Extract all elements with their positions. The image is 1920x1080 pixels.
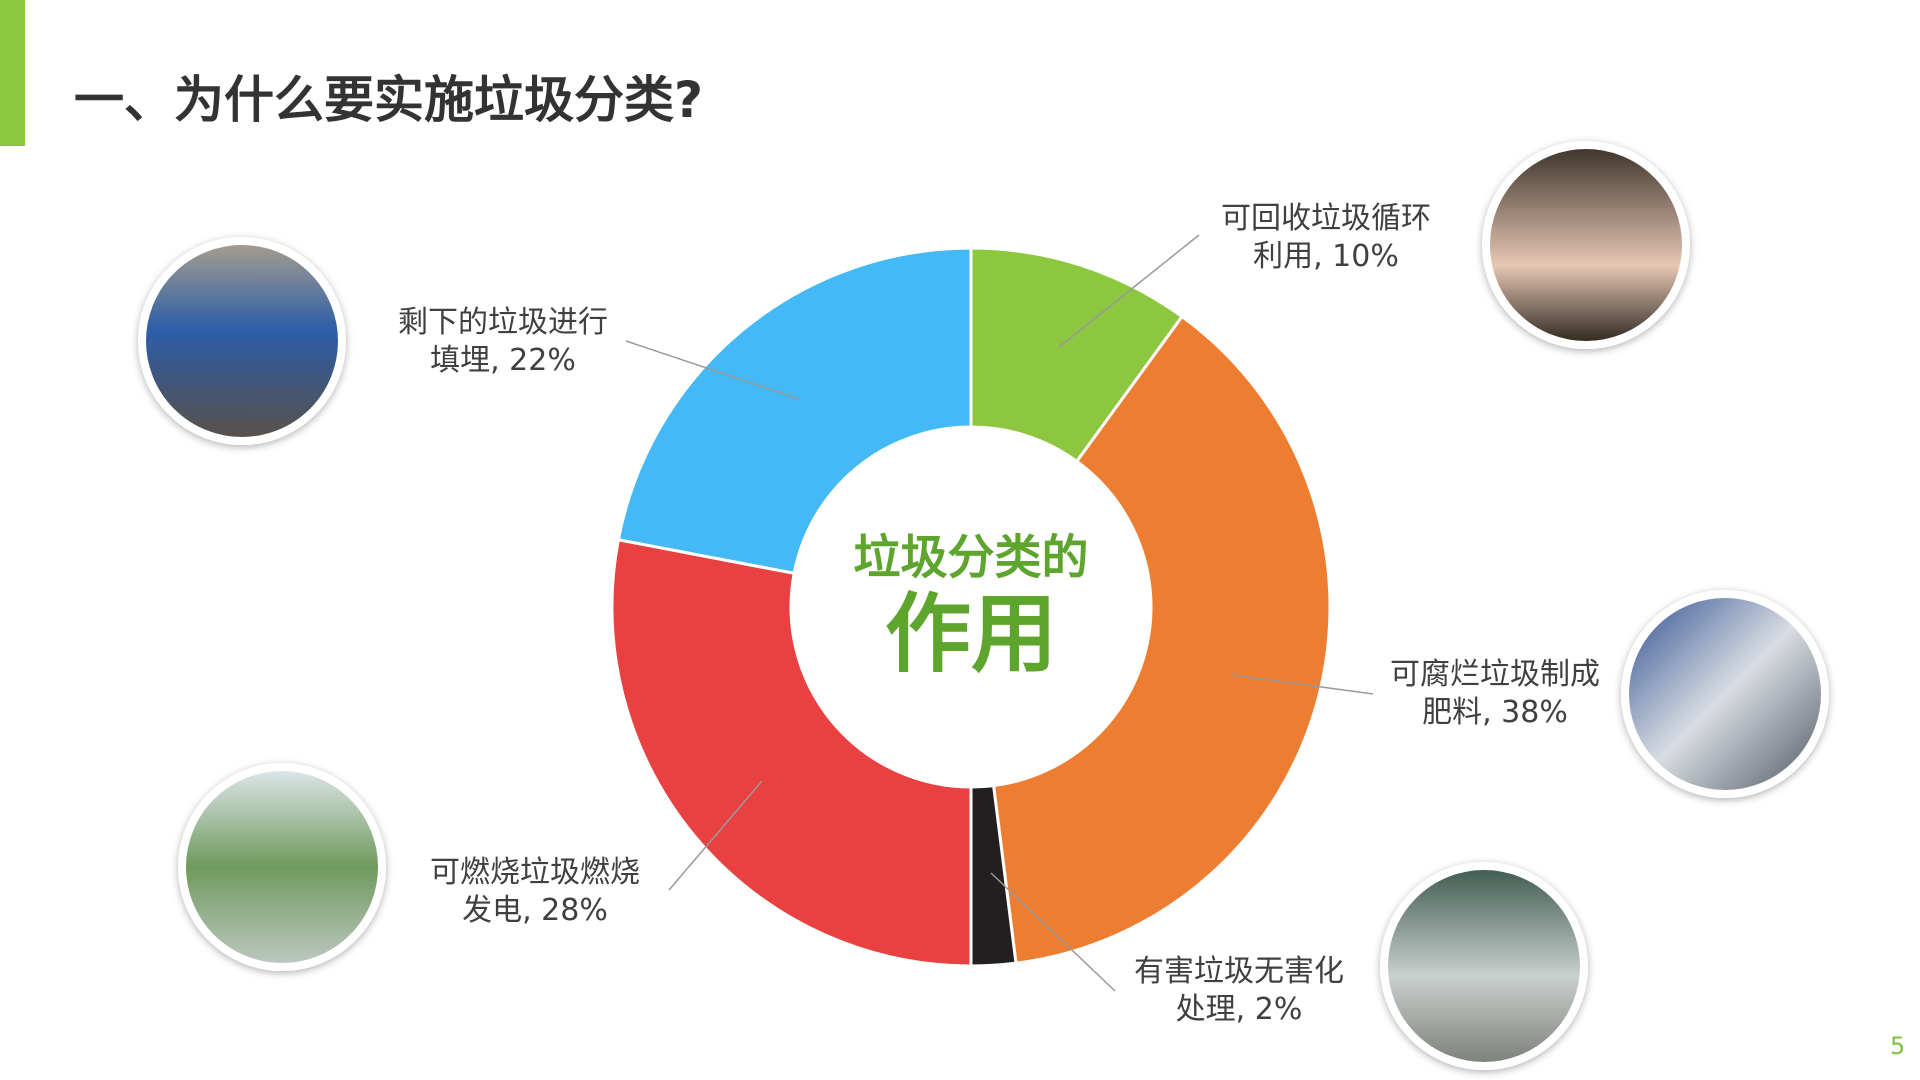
donut-slice [610,537,973,968]
leader-lines [625,234,1374,992]
data-label: 有害垃圾无害化处理, 2% [1134,954,1344,1027]
slide-title: 一、为什么要实施垃圾分类? [74,71,704,129]
data-label: 剩下的垃圾进行填埋, 22% [398,305,608,378]
data-label: 可回收垃圾循环利用, 10% [1221,201,1431,274]
leader-line [668,780,763,891]
center-text: 作用 [885,584,1057,684]
leader-line [1232,674,1374,695]
data-label: 可燃烧垃圾燃烧发电, 28% [430,855,640,928]
photo [1621,590,1829,798]
leader-line [1058,234,1200,348]
donut-slice [616,246,973,576]
donut [610,246,1332,968]
donut-slice [991,314,1332,965]
data-label: 可腐烂垃圾制成肥料, 38% [1390,657,1600,730]
leader-line [625,340,800,400]
center-text: 垃圾分类的 [854,531,1089,586]
page-number: 5 [1890,1032,1906,1060]
photos [138,141,1829,1070]
accent-bar [0,0,25,146]
photo [178,763,386,971]
photo [138,237,346,445]
photo [1482,141,1690,349]
photo [1380,862,1588,1070]
leader-line [990,872,1116,992]
